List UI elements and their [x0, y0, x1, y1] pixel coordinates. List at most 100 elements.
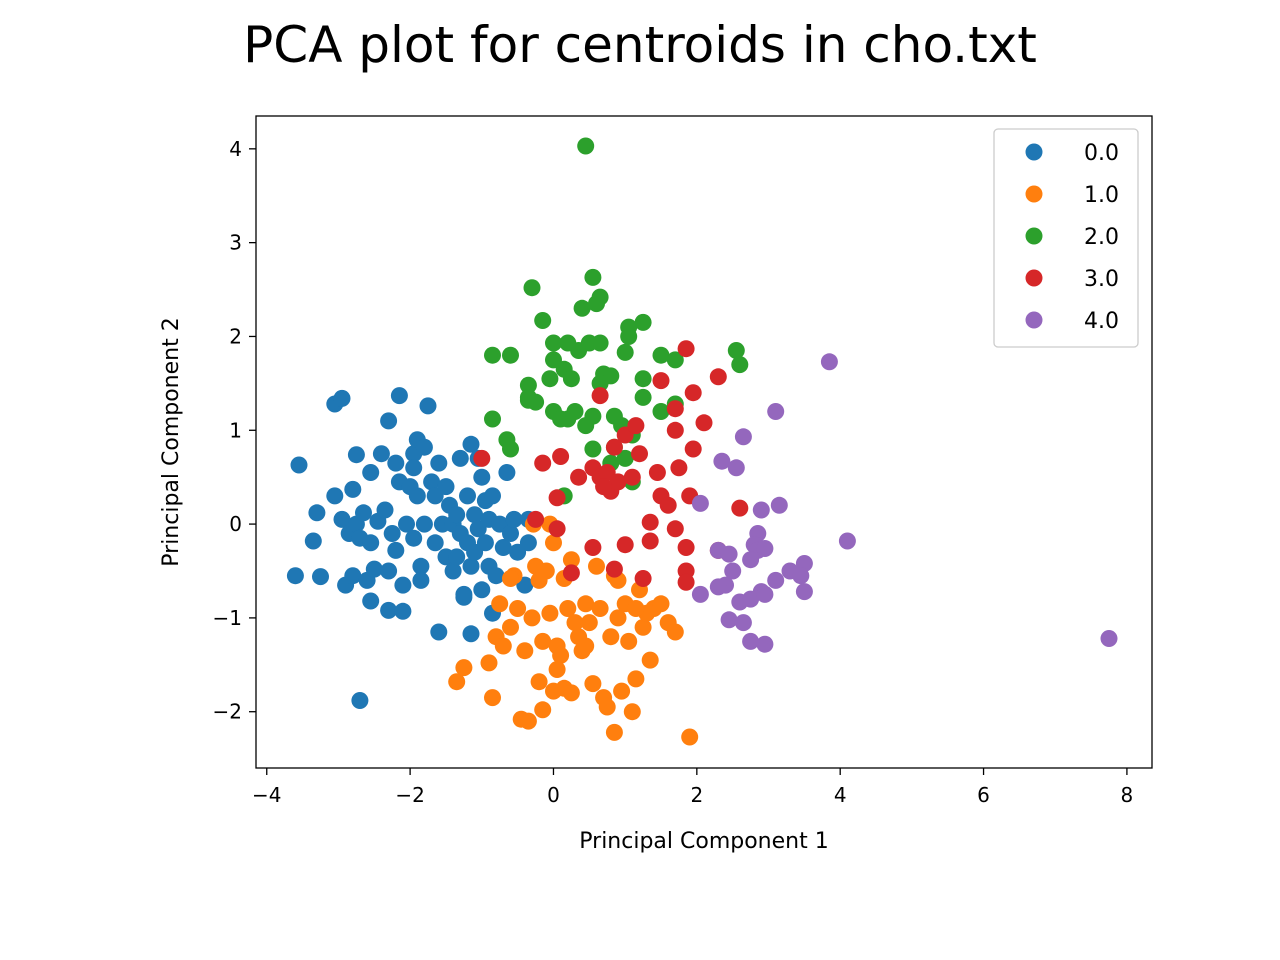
point-cluster-1-40	[613, 682, 631, 700]
point-cluster-2-3	[573, 299, 591, 317]
point-cluster-1-16	[534, 632, 552, 650]
y-tick-label: −2	[213, 700, 242, 724]
point-cluster-0-19	[362, 534, 380, 552]
point-cluster-0-15	[351, 692, 369, 709]
point-cluster-0-60	[451, 449, 469, 467]
point-cluster-2-33	[566, 403, 584, 420]
point-cluster-3-22	[648, 464, 666, 481]
point-cluster-1-63	[627, 600, 645, 617]
legend-label-0: 0.0	[1084, 141, 1119, 166]
point-cluster-1-25	[562, 684, 580, 702]
point-cluster-3-0	[677, 340, 695, 358]
point-cluster-0-88	[462, 625, 480, 643]
x-tick-label: 4	[834, 783, 847, 807]
point-cluster-3-34	[616, 536, 634, 554]
point-cluster-0-21	[365, 560, 383, 578]
point-cluster-0-89	[455, 588, 473, 606]
point-cluster-3-32	[584, 539, 602, 556]
point-cluster-1-9	[509, 600, 527, 617]
point-cluster-0-57	[448, 506, 466, 524]
point-cluster-4-18	[742, 551, 760, 569]
point-cluster-0-24	[376, 501, 394, 519]
point-cluster-1-42	[620, 632, 638, 650]
point-cluster-3-6	[695, 414, 713, 432]
point-cluster-0-55	[444, 562, 462, 580]
point-cluster-1-57	[562, 551, 580, 569]
point-cluster-4-11	[720, 545, 738, 563]
point-cluster-0-50	[430, 623, 448, 641]
point-cluster-4-33	[1100, 630, 1118, 647]
point-cluster-0-81	[498, 464, 516, 481]
point-cluster-2-5	[523, 279, 541, 297]
point-cluster-2-14	[616, 343, 634, 361]
point-cluster-2-27	[519, 376, 537, 394]
point-cluster-1-11	[516, 642, 534, 660]
point-cluster-4-31	[742, 632, 760, 650]
point-cluster-1-56	[548, 661, 566, 678]
point-cluster-2-52	[562, 370, 580, 388]
point-cluster-0-3	[308, 504, 326, 522]
point-cluster-2-13	[591, 334, 609, 352]
point-cluster-0-13	[347, 446, 365, 464]
point-cluster-0-53	[437, 478, 455, 496]
point-cluster-4-23	[691, 585, 709, 603]
x-ticks: −4 −2 0 2 4 6 8	[252, 768, 1133, 807]
point-cluster-0-23	[372, 445, 390, 463]
point-cluster-1-3	[484, 689, 501, 707]
point-cluster-4-7	[770, 496, 788, 514]
point-cluster-4-1	[767, 403, 785, 420]
point-cluster-3-30	[666, 520, 684, 538]
point-cluster-4-2	[734, 428, 752, 446]
point-cluster-3-44	[595, 478, 613, 496]
point-cluster-1-5	[491, 595, 509, 613]
point-cluster-0-66	[466, 506, 484, 524]
point-cluster-0-40	[408, 487, 426, 505]
point-cluster-0-44	[415, 515, 433, 533]
point-cluster-4-20	[767, 571, 785, 589]
point-cluster-0-12	[344, 567, 362, 585]
point-cluster-1-44	[627, 670, 645, 688]
point-cluster-0-45	[419, 397, 437, 415]
point-cluster-0-82	[502, 525, 519, 542]
point-cluster-3-7	[666, 421, 684, 439]
y-tick-label: 4	[229, 137, 242, 161]
point-cluster-3-36	[641, 532, 659, 550]
point-cluster-3-33	[605, 560, 623, 578]
point-cluster-2-20	[502, 346, 519, 364]
x-tick-label: −2	[395, 783, 424, 807]
point-cluster-1-53	[681, 728, 699, 746]
point-cluster-0-78	[487, 567, 505, 585]
point-cluster-1-29	[577, 595, 595, 613]
point-cluster-0-1	[290, 456, 308, 474]
point-cluster-2-18	[731, 356, 749, 374]
point-cluster-0-0	[286, 567, 304, 585]
point-cluster-1-26	[566, 614, 584, 632]
point-cluster-1-13	[523, 609, 541, 627]
point-cluster-3-5	[666, 400, 684, 418]
point-cluster-0-42	[412, 571, 430, 589]
legend-label-2: 2.0	[1084, 225, 1119, 250]
point-cluster-2-40	[652, 403, 670, 420]
point-cluster-0-20	[362, 592, 380, 610]
legend-marker-2	[1025, 227, 1043, 245]
x-tick-label: −4	[252, 783, 281, 807]
point-cluster-3-1	[709, 368, 727, 386]
point-cluster-0-46	[423, 473, 441, 491]
point-cluster-1-2	[480, 654, 498, 672]
point-cluster-0-71	[473, 468, 491, 486]
point-cluster-0-4	[312, 568, 329, 586]
point-cluster-3-12	[684, 440, 702, 458]
x-tick-label: 8	[1121, 783, 1134, 807]
y-tick-label: 1	[229, 418, 242, 442]
point-cluster-3-21	[623, 468, 641, 486]
point-cluster-1-30	[580, 614, 598, 632]
point-cluster-1-39	[609, 609, 627, 627]
point-cluster-1-19	[541, 604, 559, 622]
point-cluster-2-39	[634, 388, 652, 406]
point-cluster-0-28	[383, 525, 401, 542]
point-cluster-3-43	[570, 468, 588, 486]
point-cluster-0-27	[380, 412, 398, 430]
point-cluster-0-5	[326, 487, 344, 505]
point-cluster-4-14	[756, 540, 774, 557]
point-cluster-4-5	[691, 494, 709, 512]
